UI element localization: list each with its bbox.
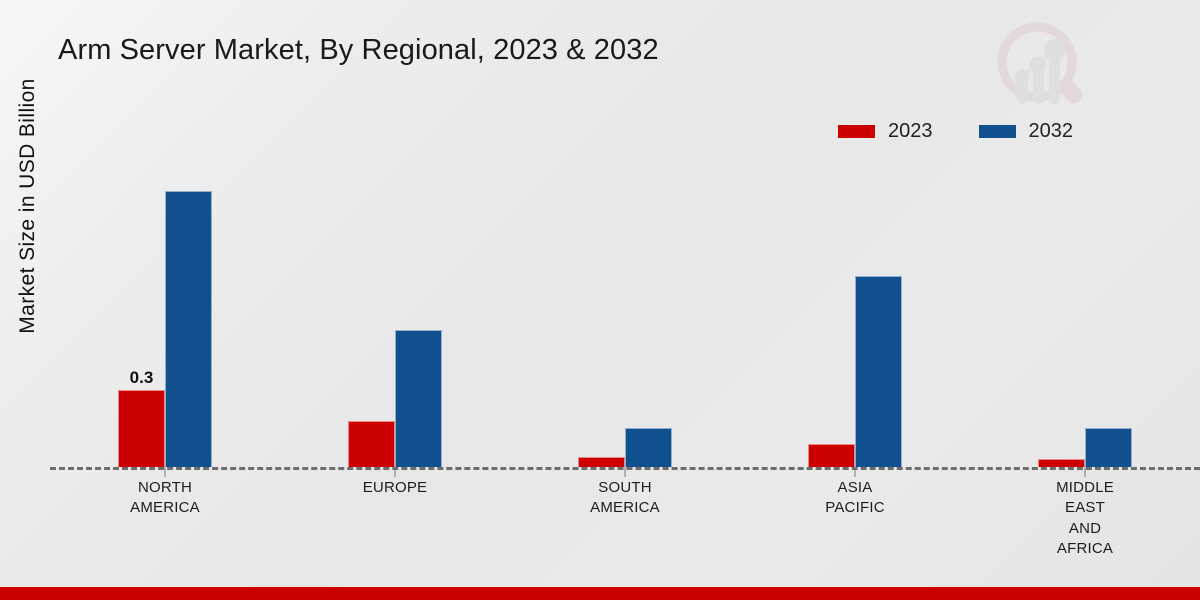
legend-swatch-2023-icon [838,124,875,138]
x-axis-label-line: EAST [1065,499,1105,517]
bar-2023-north-america[interactable]: 0.3 [118,368,165,467]
magnifier-bar-chart-logo-icon [992,20,1092,120]
x-axis-category-labels: NORTH AMERICA EUROPE SOUTH AMERICA ASIA PACIFI… [50,478,1200,568]
bar-group-middle-east-and-africa [970,170,1200,477]
x-axis-label-middle-east-and-africa: MIDDLE EAST AND AFRICA [970,478,1200,560]
chart-legend: 2023 2032 [838,120,1073,142]
x-axis-label-asia-pacific: ASIA PACIFIC [740,478,970,519]
x-axis-label-line: AMERICA [590,499,660,517]
x-axis-label-south-america: SOUTH AMERICA [510,478,740,519]
legend-label-2032: 2032 [1028,120,1074,142]
bar-2032-middle-east-and-africa[interactable] [1085,428,1132,467]
plot-area: 0.3 [50,170,1200,477]
legend-item-2032[interactable]: 2032 [978,120,1074,142]
axis-baseline [50,467,1200,470]
bar-2023-europe[interactable] [348,420,395,467]
bar-2032-south-america[interactable] [625,428,672,467]
x-axis-label-europe: EUROPE [280,478,510,498]
x-axis-label-line: ASIA [837,479,873,496]
y-axis-title: Market Size in USD Billion [16,78,39,334]
page-title: Arm Server Market, By Regional, 2023 & 2… [58,34,659,66]
legend-item-2023[interactable]: 2023 [838,121,933,141]
bar-2023-south-america[interactable] [578,456,625,467]
x-axis-label-line: AND [1068,519,1102,537]
x-axis-label-line: MIDDLE [1056,479,1114,496]
x-axis-tick [854,467,856,477]
bar-group-north-america: 0.3 [50,170,280,477]
legend-swatch-2032-icon [978,124,1016,138]
x-axis-tick [164,467,166,477]
bar-groups: 0.3 [50,170,1200,477]
bar-2032-europe[interactable] [395,330,442,467]
bar-group-south-america [510,170,740,477]
bar-group-europe [280,170,510,477]
x-axis-tick [394,467,396,477]
bar-group-asia-pacific [740,170,970,477]
bar-value-label: 0.3 [129,367,154,387]
x-axis-label-line: EUROPE [362,479,428,496]
x-axis-label-line: PACIFIC [825,499,885,517]
footer-accent-band [0,587,1200,600]
bar-2032-north-america[interactable] [165,190,212,467]
x-axis-label-line: NORTH [137,479,193,496]
x-axis-tick [1084,467,1086,477]
x-axis-label-line: AFRICA [1056,540,1114,558]
legend-label-2023: 2023 [888,120,933,142]
x-axis-label-north-america: NORTH AMERICA [50,478,280,519]
x-axis-label-line: AMERICA [130,499,200,517]
bar-2032-asia-pacific[interactable] [855,275,902,467]
bar-2023-asia-pacific[interactable] [808,443,855,467]
x-axis-label-line: SOUTH [598,479,652,496]
x-axis-tick [624,467,626,477]
bar-2023-middle-east-and-africa[interactable] [1038,459,1085,467]
